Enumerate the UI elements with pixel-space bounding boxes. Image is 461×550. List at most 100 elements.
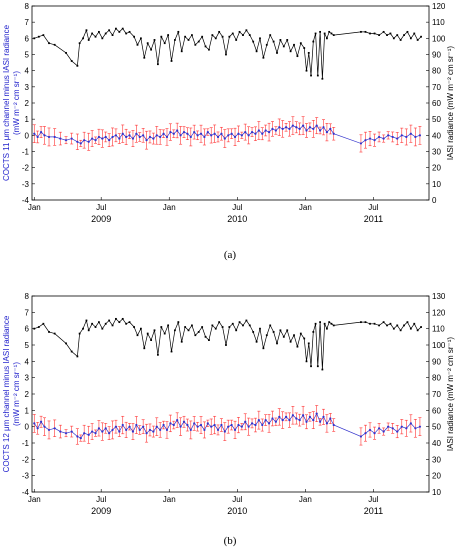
data-point [206, 422, 209, 425]
data-point [396, 430, 399, 433]
data-point [228, 326, 231, 328]
x-tick-label: Jan [163, 203, 176, 212]
data-point [307, 51, 310, 54]
data-point [133, 326, 135, 328]
data-point [373, 139, 376, 142]
data-point [231, 32, 234, 35]
x-year-label: 2011 [364, 214, 383, 224]
data-point [237, 423, 240, 427]
data-point [101, 37, 104, 40]
panel-label: (a) [224, 249, 237, 261]
data-point [182, 420, 186, 423]
data-point [322, 126, 325, 129]
data-point [145, 139, 148, 142]
data-point [70, 137, 73, 140]
y-right-axis-title: IASI radiance (mW m⁻² cm sr⁻¹) [446, 337, 455, 452]
data-point [131, 137, 135, 140]
data-point [85, 319, 88, 322]
x-tick-label: Jul [232, 203, 242, 212]
data-point [281, 419, 284, 422]
data-point [97, 135, 101, 139]
data-point [213, 132, 216, 135]
data-point [218, 30, 221, 33]
data-point [111, 34, 114, 36]
data-point [135, 423, 138, 427]
data-point [48, 331, 50, 333]
data-point [330, 32, 333, 35]
data-point [231, 322, 234, 325]
y-right-tick-label: 70 [432, 83, 441, 92]
data-point [176, 129, 179, 132]
data-point [87, 433, 90, 436]
y-right-tick-label: 110 [432, 18, 445, 27]
data-point [145, 432, 148, 435]
data-point [303, 47, 306, 49]
y-left-tick-label: 6 [25, 325, 30, 334]
data-point [272, 331, 275, 333]
data-point [170, 60, 173, 62]
data-point [252, 331, 255, 333]
data-point [274, 420, 277, 423]
data-point [157, 63, 159, 66]
data-point [155, 425, 158, 428]
data-point [94, 326, 97, 328]
data-point [310, 74, 312, 77]
data-point [244, 131, 247, 134]
data-point [315, 412, 318, 415]
data-point [416, 39, 419, 41]
data-point [53, 43, 56, 46]
data-point [87, 329, 90, 332]
data-point [418, 134, 422, 137]
data-point [252, 40, 255, 43]
data-point [143, 347, 146, 350]
data-point [242, 324, 244, 327]
data-point [36, 427, 39, 430]
x-tick-label: Jan [299, 203, 312, 212]
data-point [391, 427, 394, 430]
data-point [315, 124, 318, 127]
data-point [279, 39, 282, 41]
data-point [187, 329, 190, 332]
y-left-tick-label: -4 [22, 488, 30, 497]
data-point [307, 342, 310, 345]
data-point [420, 326, 422, 328]
data-point [295, 126, 298, 129]
data-point [406, 30, 409, 33]
data-point [323, 322, 326, 325]
y-right-tick-label: 40 [432, 131, 441, 140]
data-point [94, 35, 97, 38]
data-point [204, 45, 207, 48]
data-point [316, 365, 319, 368]
data-point [389, 322, 392, 325]
x-tick-label: Jan [299, 495, 312, 504]
data-point [70, 430, 73, 433]
data-point [76, 140, 79, 143]
data-point [220, 132, 223, 135]
y-right-tick-label: 70 [432, 390, 441, 399]
x-tick-label: Jul [96, 495, 106, 504]
data-point [152, 137, 155, 140]
data-point [98, 321, 100, 324]
data-point [167, 324, 170, 327]
data-point [121, 27, 124, 30]
data-point [392, 37, 395, 40]
y-right-tick-label: 120 [432, 2, 446, 11]
data-point [329, 127, 332, 130]
data-point [399, 39, 402, 41]
data-point [128, 425, 131, 428]
data-point [403, 324, 405, 327]
data-point [165, 135, 169, 139]
data-point [221, 35, 224, 38]
data-point [310, 365, 312, 368]
data-point [53, 135, 56, 139]
data-point [382, 30, 385, 33]
data-point [359, 435, 363, 438]
panel-label: (b) [224, 535, 237, 547]
y-left-tick-label: -2 [22, 164, 30, 173]
data-point [321, 368, 324, 371]
data-point [208, 48, 210, 51]
data-point [211, 324, 214, 327]
data-point [242, 34, 244, 36]
data-point [101, 327, 104, 330]
data-point [170, 350, 173, 353]
